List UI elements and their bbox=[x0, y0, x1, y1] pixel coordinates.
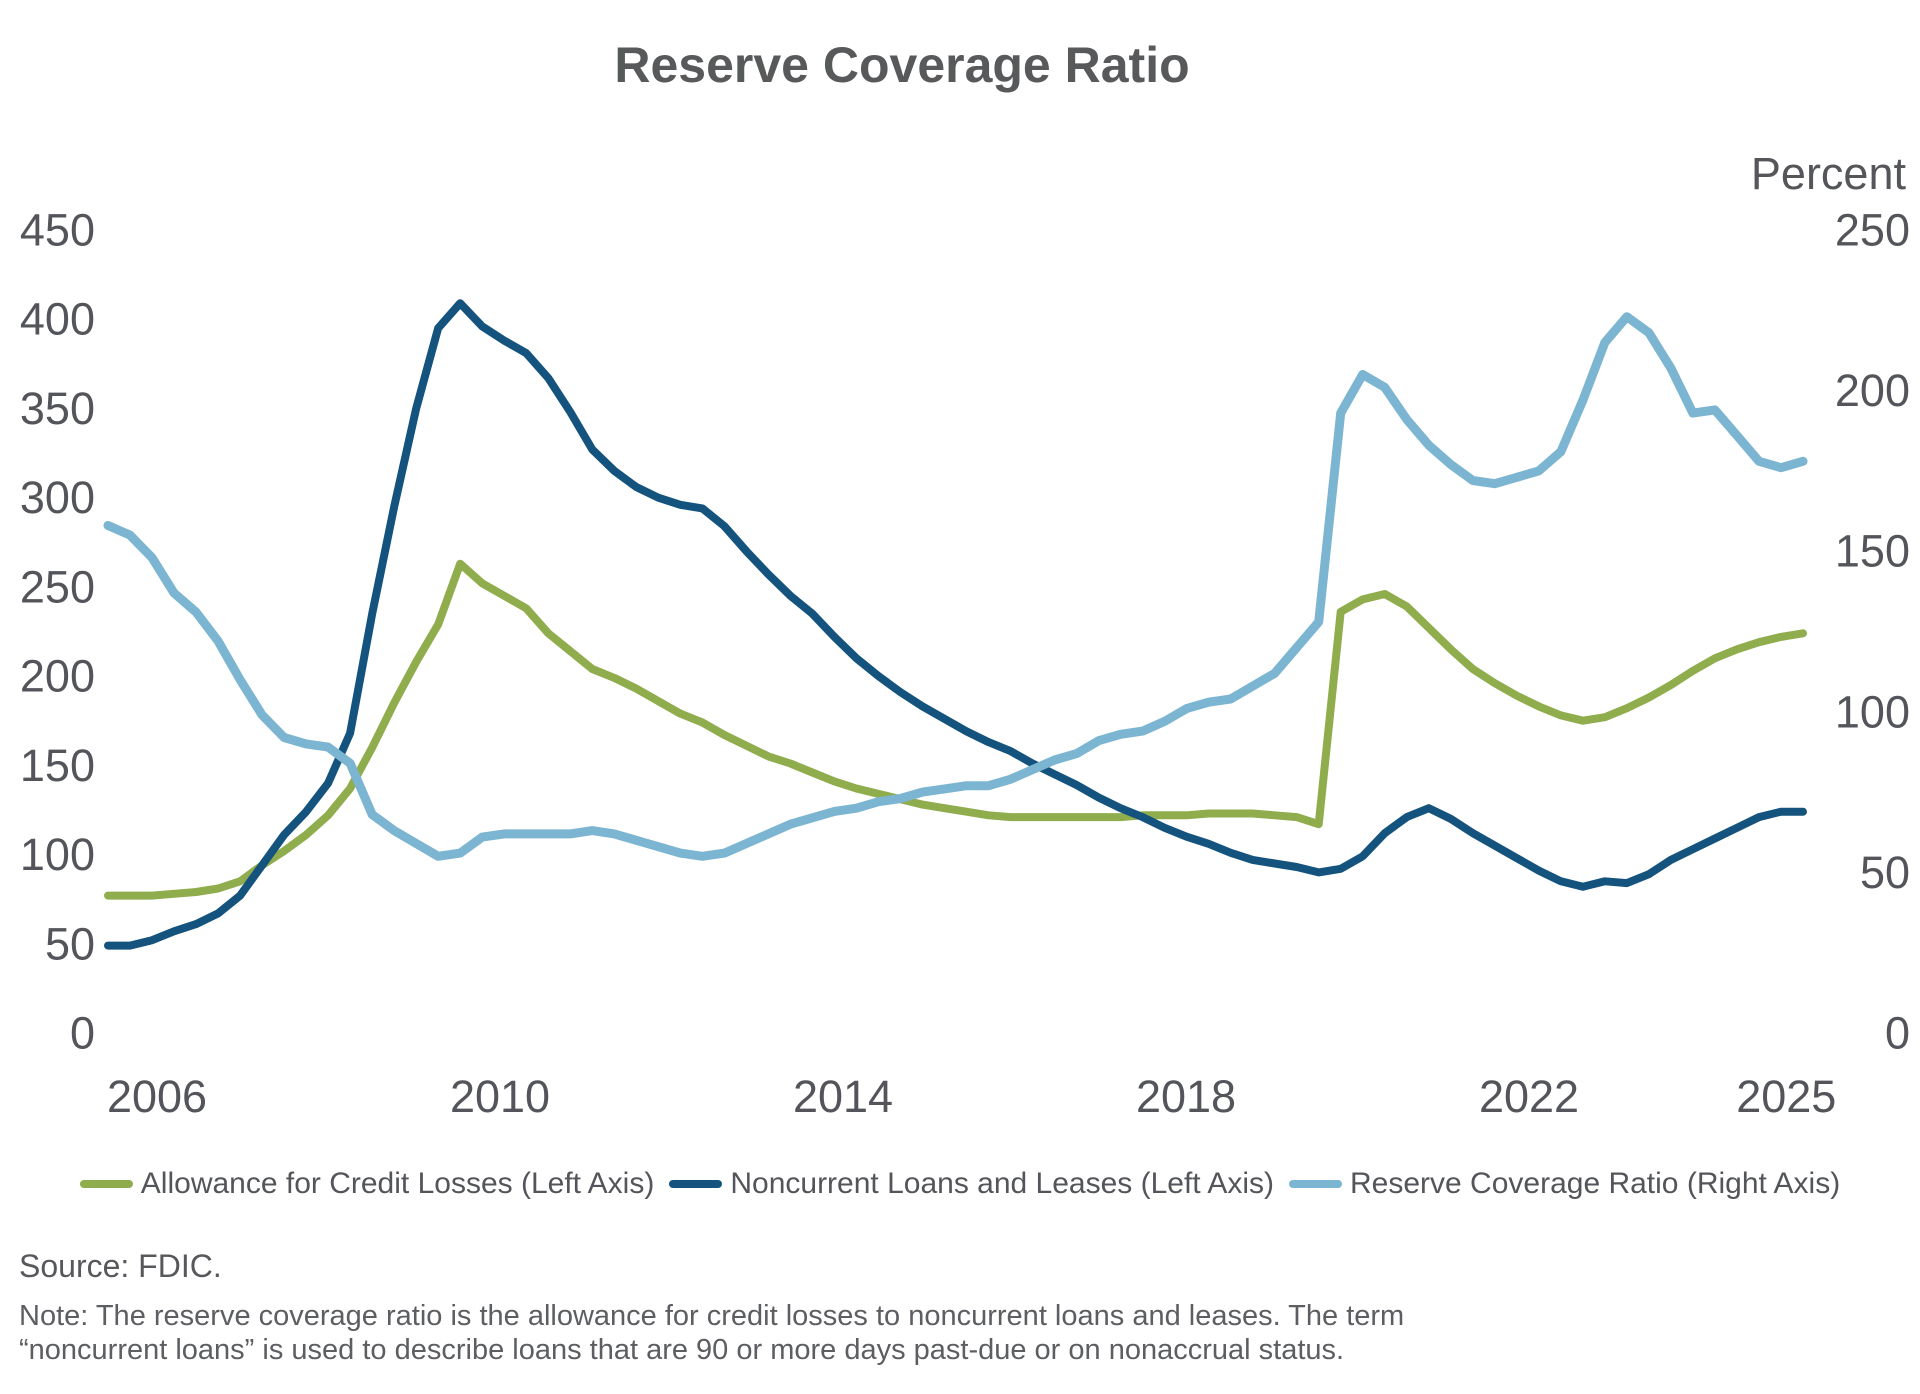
legend-item-coverage: Reserve Coverage Ratio (Right Axis) bbox=[1289, 1167, 1840, 1201]
left-axis-tick-50: 50 bbox=[45, 918, 95, 969]
left-axis-tick-100: 100 bbox=[20, 829, 95, 880]
noncurrent-line bbox=[104, 299, 1807, 950]
left-axis-tick-450: 450 bbox=[20, 205, 95, 256]
left-axis-tick-400: 400 bbox=[20, 294, 95, 345]
left-axis-tick-0: 0 bbox=[70, 1008, 95, 1059]
legend-label-allowance: Allowance for Credit Losses (Left Axis) bbox=[140, 1167, 655, 1200]
coverage-line bbox=[103, 312, 1808, 861]
legend-label-noncurrent: Noncurrent Loans and Leases (Left Axis) bbox=[730, 1167, 1274, 1200]
left-axis-tick-250: 250 bbox=[20, 561, 95, 612]
allowance-line-swatch-icon bbox=[79, 1180, 133, 1188]
right-axis-tick-0: 0 bbox=[1885, 1008, 1910, 1059]
allowance-line bbox=[104, 559, 1807, 900]
right-axis-tick-50: 50 bbox=[1860, 847, 1910, 898]
x-axis-tick-2022: 2022 bbox=[1479, 1071, 1579, 1122]
note-line-1: Note: The reserve coverage ratio is the … bbox=[19, 1300, 1405, 1332]
x-axis-tick-2018: 2018 bbox=[1136, 1071, 1236, 1122]
left-axis-tick-150: 150 bbox=[20, 740, 95, 791]
left-axis-tick-300: 300 bbox=[20, 472, 95, 523]
right-axis-tick-100: 100 bbox=[1835, 686, 1910, 737]
right-axis-title: Percent bbox=[1750, 148, 1906, 199]
legend: Allowance for Credit Losses (Left Axis) … bbox=[0, 1162, 1920, 1206]
coverage-line-swatch-icon bbox=[1289, 1180, 1342, 1188]
legend-item-noncurrent: Noncurrent Loans and Leases (Left Axis) bbox=[669, 1167, 1274, 1201]
right-axis-tick-150: 150 bbox=[1835, 526, 1910, 577]
left-axis-tick-200: 200 bbox=[20, 651, 95, 702]
left-axis-tick-350: 350 bbox=[20, 383, 95, 434]
x-axis-tick-2014: 2014 bbox=[793, 1071, 893, 1122]
right-axis-tick-200: 200 bbox=[1835, 365, 1910, 416]
note-line-2: “noncurrent loans” is used to describe l… bbox=[19, 1334, 1345, 1366]
noncurrent-line-swatch-icon bbox=[669, 1180, 723, 1188]
x-axis-tick-2006: 2006 bbox=[107, 1071, 207, 1122]
legend-item-allowance: Allowance for Credit Losses (Left Axis) bbox=[79, 1167, 655, 1201]
x-axis-tick-2025: 2025 bbox=[1736, 1071, 1836, 1122]
footer: Source: FDIC. Note: The reserve coverage… bbox=[19, 1248, 1619, 1367]
right-axis-tick-250: 250 bbox=[1835, 205, 1910, 256]
x-axis-tick-2010: 2010 bbox=[450, 1071, 550, 1122]
source-text: Source: FDIC. bbox=[19, 1248, 222, 1284]
chart-title: Reserve Coverage Ratio bbox=[614, 37, 1190, 93]
legend-label-coverage: Reserve Coverage Ratio (Right Axis) bbox=[1350, 1167, 1841, 1200]
